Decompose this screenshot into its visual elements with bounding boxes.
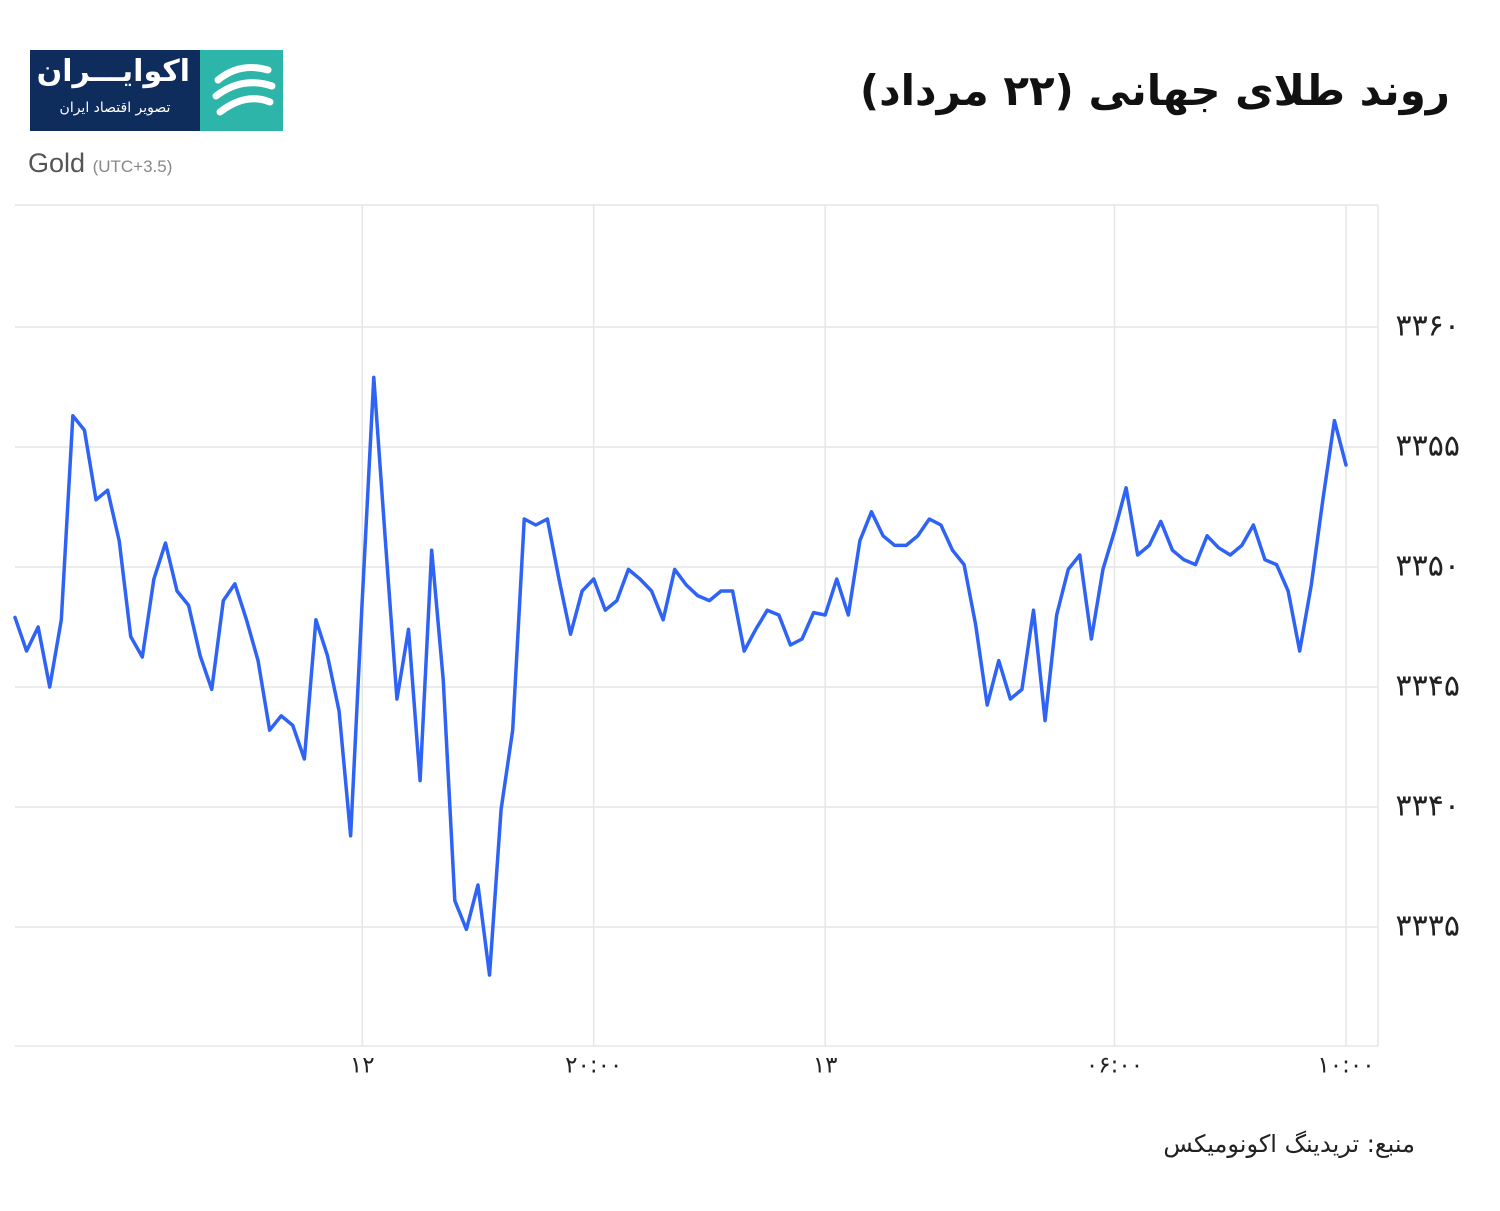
source: منبع: تریدینگ اکونومیکس — [1163, 1130, 1415, 1158]
y-tick-label: ۳۳۳۵ — [1396, 909, 1460, 944]
y-tick-label: ۳۳۶۰ — [1396, 309, 1460, 344]
timezone-note: (UTC+3.5) — [92, 157, 173, 176]
y-tick-label: ۳۳۵۵ — [1396, 429, 1460, 464]
brand-tagline: تصویر اقتصاد ایران — [59, 100, 171, 116]
price-line — [13, 375, 1348, 977]
brand-name: اکوایـــران — [36, 54, 190, 89]
subtitle: Gold — [28, 148, 86, 178]
x-tick-label: ۱۲ — [350, 1053, 375, 1079]
x-tick-label: ۱۳ — [813, 1053, 838, 1079]
chart-title: روند طلای جهانی (۲۲ مرداد) — [859, 66, 1450, 115]
y-tick-label: ۳۳۵۰ — [1396, 549, 1460, 584]
x-tick-label: ۲۰:۰۰ — [565, 1053, 622, 1079]
y-tick-label: ۳۳۴۰ — [1396, 789, 1460, 824]
x-tick-label: ۰۶:۰۰ — [1086, 1053, 1143, 1079]
y-tick-label: ۳۳۴۵ — [1396, 669, 1460, 704]
subtitle-block: Gold (UTC+3.5) — [28, 148, 172, 179]
logo — [30, 50, 283, 131]
x-tick-label: ۱۰:۰۰ — [1317, 1053, 1374, 1079]
